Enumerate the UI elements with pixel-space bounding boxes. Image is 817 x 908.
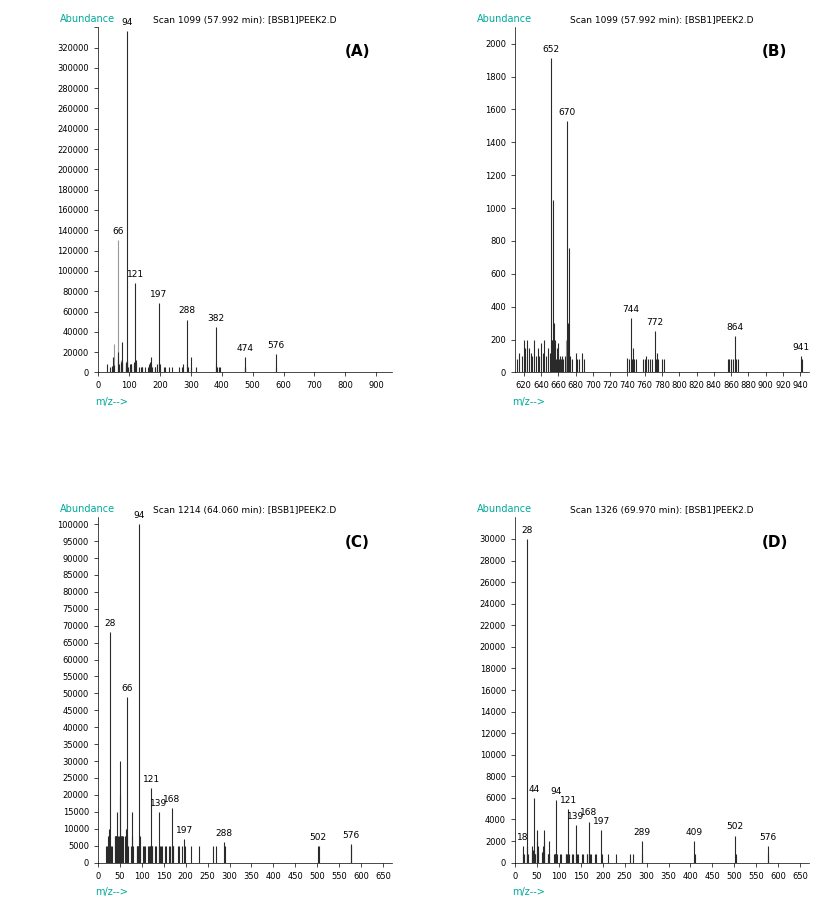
Text: m/z-->: m/z--> — [95, 397, 128, 407]
Text: 502: 502 — [310, 833, 327, 842]
Title: Scan 1099 (57.992 min): [BSB1]PEEK2.D: Scan 1099 (57.992 min): [BSB1]PEEK2.D — [570, 16, 754, 25]
Text: 28: 28 — [105, 619, 116, 628]
Text: 44: 44 — [529, 785, 540, 794]
Text: 382: 382 — [208, 313, 225, 322]
Text: 772: 772 — [646, 318, 663, 327]
Text: Abundance: Abundance — [477, 14, 532, 24]
Text: 139: 139 — [568, 812, 585, 821]
Title: Scan 1326 (69.970 min): [BSB1]PEEK2.D: Scan 1326 (69.970 min): [BSB1]PEEK2.D — [570, 507, 754, 515]
Text: (A): (A) — [345, 44, 370, 60]
Text: 18: 18 — [517, 834, 529, 843]
Text: (B): (B) — [761, 44, 788, 60]
Text: (C): (C) — [345, 535, 369, 549]
Text: 94: 94 — [133, 511, 145, 520]
Text: Abundance: Abundance — [477, 504, 532, 514]
Text: Abundance: Abundance — [60, 504, 115, 514]
Text: 168: 168 — [163, 795, 181, 804]
Text: m/z-->: m/z--> — [512, 887, 545, 897]
Text: 121: 121 — [127, 270, 144, 279]
Text: 941: 941 — [792, 343, 810, 352]
Text: m/z-->: m/z--> — [95, 887, 128, 897]
Text: 66: 66 — [121, 684, 132, 693]
Text: 864: 864 — [726, 323, 743, 332]
Text: (D): (D) — [761, 535, 788, 549]
Text: 168: 168 — [580, 808, 597, 817]
Text: 66: 66 — [113, 227, 124, 236]
Text: 197: 197 — [150, 291, 167, 300]
Text: 121: 121 — [142, 775, 159, 784]
Text: 288: 288 — [179, 307, 195, 315]
Text: 121: 121 — [560, 795, 577, 804]
Title: Scan 1214 (64.060 min): [BSB1]PEEK2.D: Scan 1214 (64.060 min): [BSB1]PEEK2.D — [154, 507, 337, 515]
Text: 94: 94 — [551, 787, 562, 796]
Text: 197: 197 — [176, 825, 193, 834]
Text: 409: 409 — [685, 828, 703, 837]
Text: 576: 576 — [759, 834, 776, 843]
Text: 474: 474 — [236, 344, 253, 353]
Text: 139: 139 — [150, 799, 167, 808]
Title: Scan 1099 (57.992 min): [BSB1]PEEK2.D: Scan 1099 (57.992 min): [BSB1]PEEK2.D — [153, 16, 337, 25]
Text: 197: 197 — [593, 817, 610, 826]
Text: 28: 28 — [522, 526, 533, 535]
Text: m/z-->: m/z--> — [512, 397, 545, 407]
Text: 94: 94 — [122, 18, 133, 27]
Text: 652: 652 — [542, 45, 560, 54]
Text: 289: 289 — [633, 828, 650, 837]
Text: 576: 576 — [342, 831, 359, 840]
Text: 744: 744 — [623, 305, 640, 314]
Text: 502: 502 — [726, 823, 743, 832]
Text: Abundance: Abundance — [60, 14, 115, 24]
Text: 670: 670 — [558, 108, 575, 117]
Text: 288: 288 — [216, 829, 233, 838]
Text: 576: 576 — [267, 341, 285, 350]
